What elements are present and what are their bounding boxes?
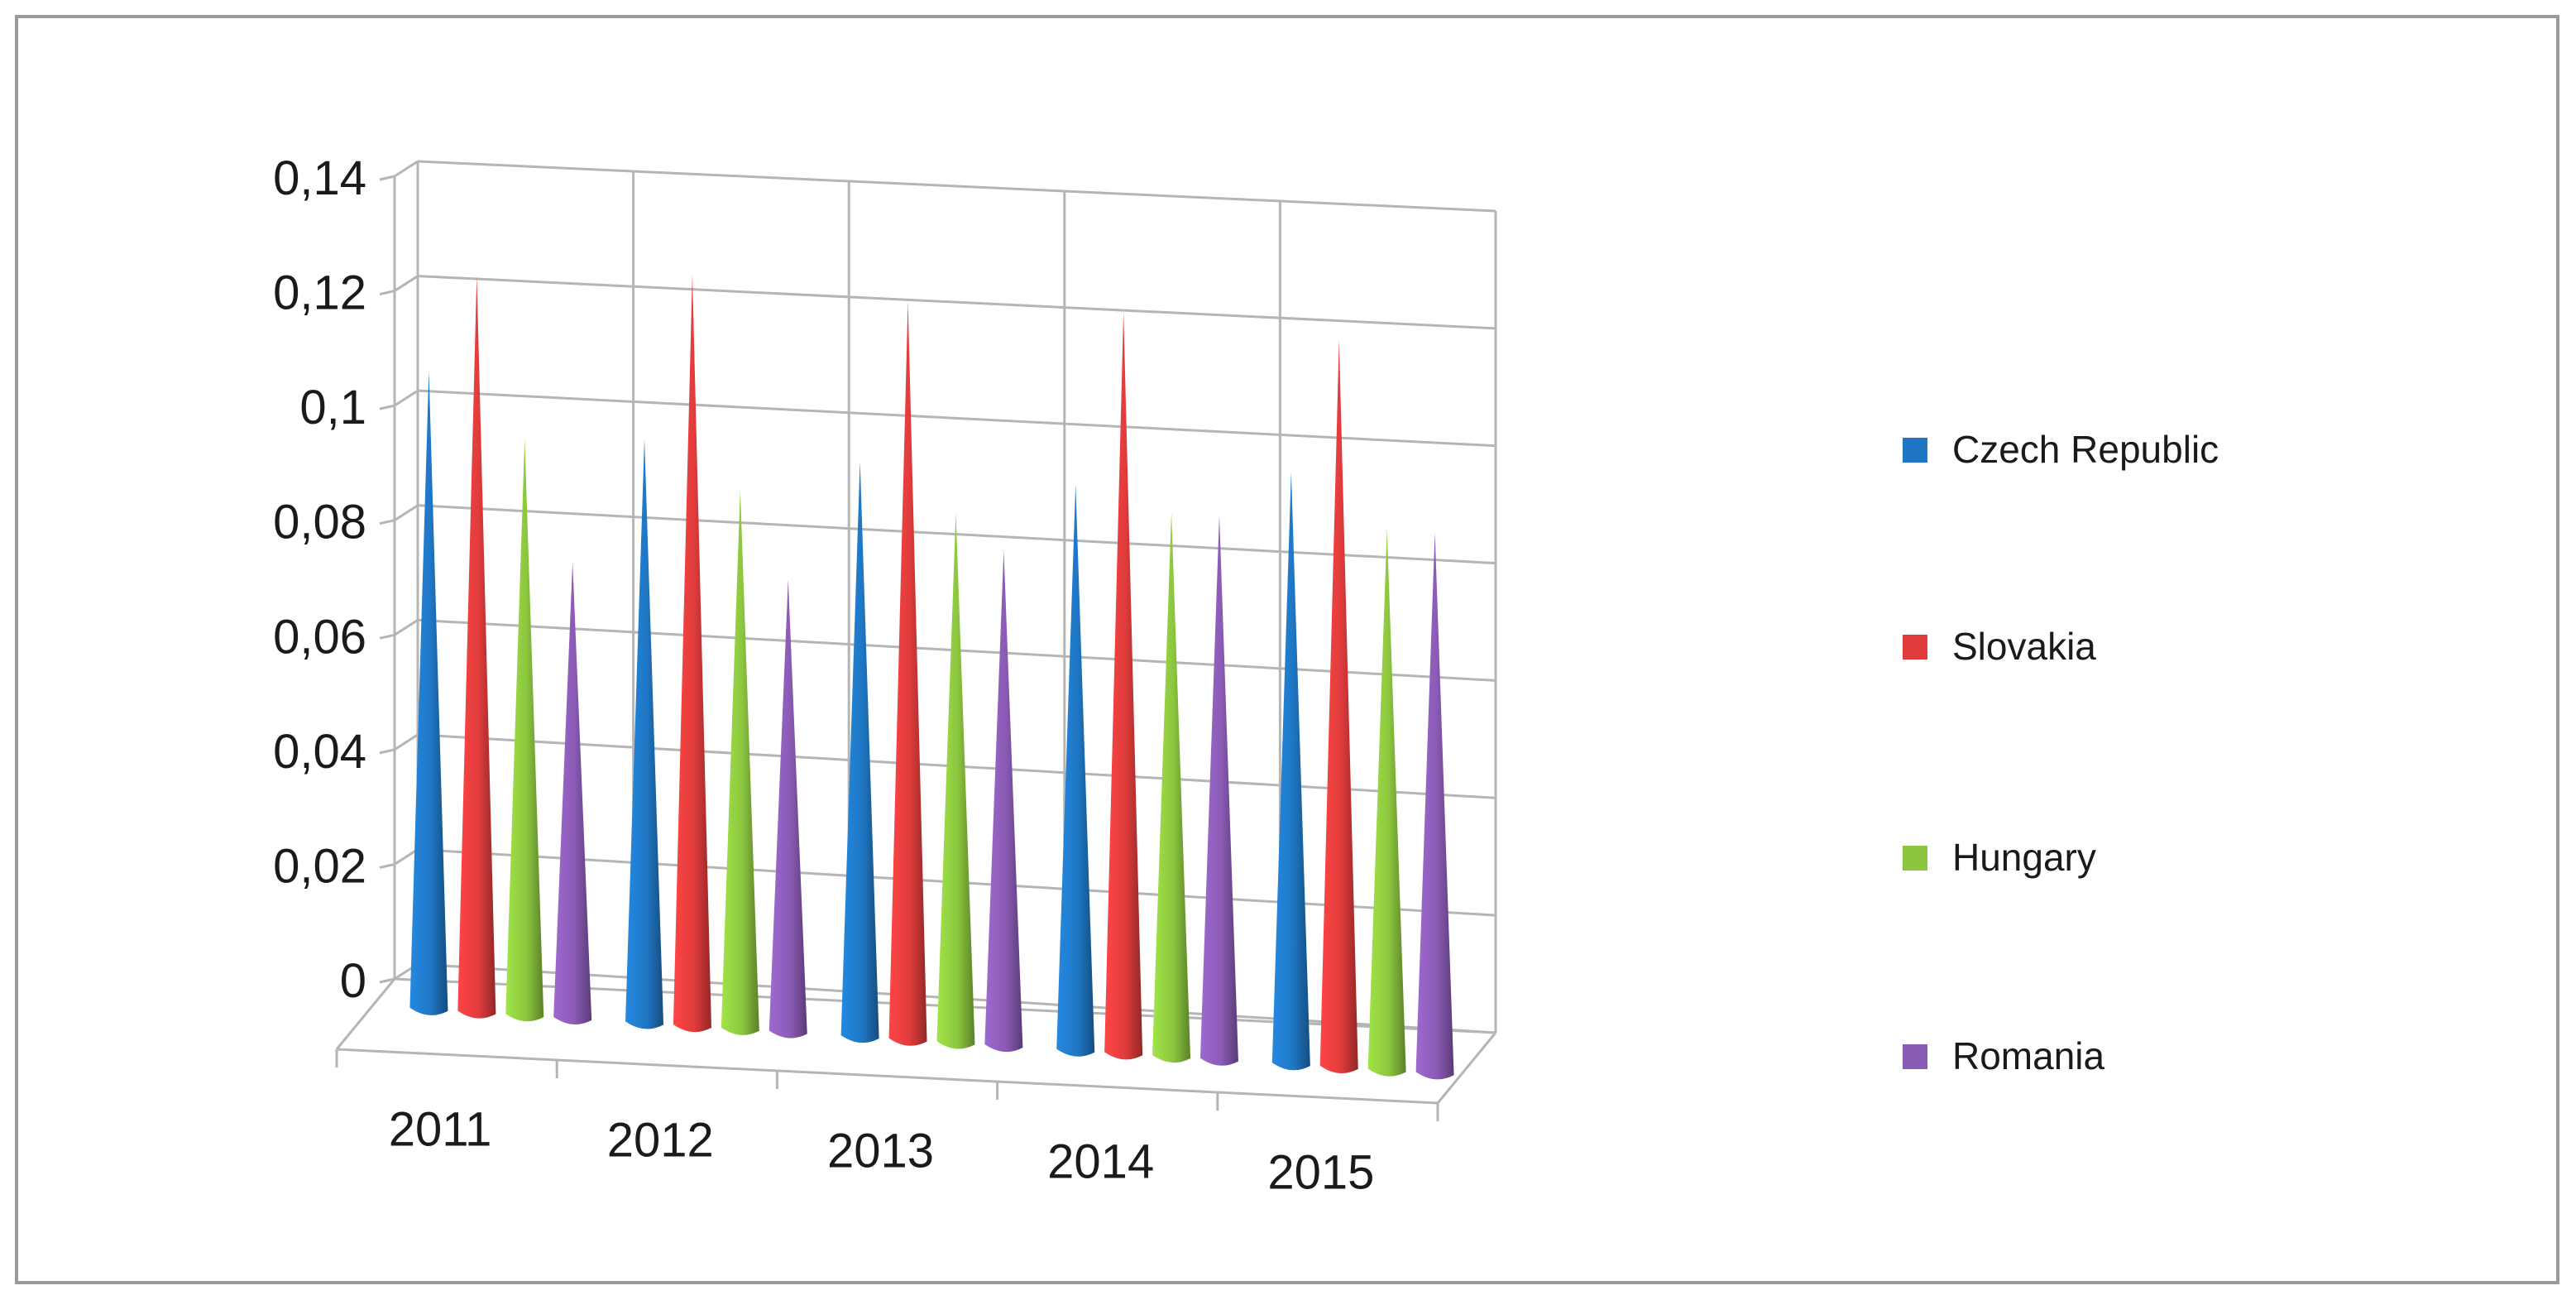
- y-tick-mark: [379, 175, 395, 181]
- legend: Czech Republic Slovakia Hungary Romania: [1903, 428, 2219, 1077]
- cone-bar-romania: [768, 579, 807, 1039]
- cone-bar-czech-republic: [625, 439, 664, 1029]
- x-tick-label-2012: 2012: [607, 1114, 714, 1168]
- legend-swatch-hungary: [1903, 846, 1927, 871]
- gridline-side: [394, 160, 419, 178]
- floor-right-edge: [1436, 1032, 1497, 1104]
- y-tick-label: 0: [340, 954, 366, 1008]
- gridline-side: [394, 504, 419, 521]
- gridline-side: [394, 848, 419, 866]
- legend-label-hungary: Hungary: [1952, 836, 2096, 879]
- legend-label-czech-republic: Czech Republic: [1952, 428, 2219, 471]
- gridline-h: [417, 275, 1496, 330]
- gridline-h: [417, 389, 1496, 448]
- cone-bar-hungary: [721, 490, 759, 1035]
- cone-bar-czech-republic: [1271, 472, 1310, 1071]
- bars: [409, 274, 1454, 1080]
- y-tick-label: 0,1: [299, 381, 366, 434]
- cone-bar-hungary: [1152, 512, 1191, 1063]
- gridline-side: [394, 389, 419, 407]
- legend-label-romania: Romania: [1952, 1034, 2105, 1077]
- cone-bar-czech-republic: [1056, 484, 1095, 1057]
- y-tick-label: 0,14: [273, 151, 366, 205]
- legend-swatch-romania: [1903, 1044, 1927, 1069]
- gridline-h: [417, 504, 1496, 565]
- cone-bar-romania: [1415, 532, 1454, 1080]
- floor-left-edge: [335, 978, 396, 1050]
- y-tick-mark: [379, 977, 395, 984]
- cone-bar-slovakia: [673, 274, 711, 1033]
- gridline-h: [417, 160, 1496, 213]
- y-tick-mark: [379, 404, 395, 410]
- cone-bar-romania: [1199, 515, 1238, 1066]
- cone-bar-slovakia: [1319, 339, 1358, 1073]
- cone-bar-slovakia: [1104, 312, 1143, 1060]
- cone-bar-hungary: [1367, 530, 1406, 1077]
- gridline-side: [394, 619, 419, 636]
- cone-bar-slovakia: [888, 301, 927, 1046]
- y-tick-label: 0,04: [273, 725, 366, 779]
- y-tick-mark: [379, 519, 395, 525]
- legend-swatch-czech-republic: [1903, 438, 1927, 463]
- y-tick-mark: [379, 290, 395, 296]
- cone-bar-romania: [984, 550, 1023, 1053]
- y-tick-label: 0,06: [273, 610, 366, 664]
- y-tick-mark: [379, 862, 395, 869]
- floor-front-edge: [336, 1048, 1439, 1105]
- x-tick-label-2013: 2013: [827, 1125, 934, 1178]
- cone-bar-romania: [553, 562, 592, 1024]
- cone-bar-slovakia: [457, 275, 496, 1019]
- y-tick-label: 0,12: [273, 266, 366, 320]
- y-tick-label: 0,08: [273, 496, 366, 549]
- x-tick-label-2011: 2011: [389, 1103, 492, 1157]
- gridline-side: [394, 275, 419, 292]
- y-tick-mark: [379, 748, 395, 755]
- gridline-side: [394, 733, 419, 751]
- y-tick-mark: [379, 633, 395, 640]
- x-axis-ticks: 2011 2012 2013 2014 2015: [389, 1103, 1375, 1200]
- legend-label-slovakia: Slovakia: [1952, 625, 2096, 668]
- x-tick-label-2014: 2014: [1047, 1135, 1154, 1189]
- cone-bar-czech-republic: [409, 371, 448, 1015]
- cone-bar-hungary: [505, 439, 544, 1022]
- cone-bar-hungary: [936, 513, 975, 1049]
- y-tick-label: 0,02: [273, 839, 366, 893]
- cone-bar-czech-republic: [840, 461, 879, 1043]
- y-axis-ticks: 0 0,02 0,04 0,06 0,08 0,1 0,12 0,14: [273, 151, 366, 1008]
- x-tick-label-2015: 2015: [1267, 1146, 1374, 1200]
- legend-swatch-slovakia: [1903, 635, 1927, 660]
